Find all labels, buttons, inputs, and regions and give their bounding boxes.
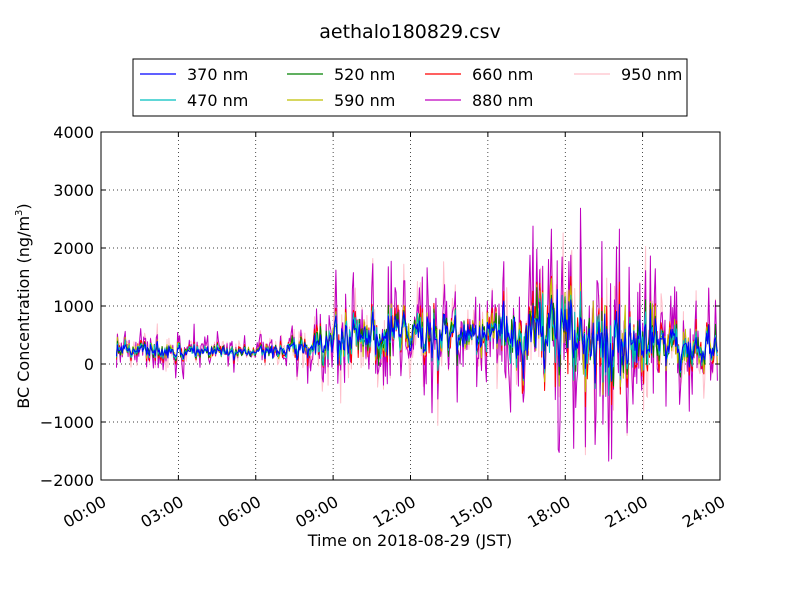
series-lines xyxy=(116,207,718,462)
chart-title: aethalo180829.csv xyxy=(319,21,501,43)
x-tick-label: 24:00 xyxy=(679,492,728,532)
x-tick-label: 21:00 xyxy=(602,492,651,532)
x-tick-label: 18:00 xyxy=(524,492,573,532)
legend-item: 880 nm xyxy=(425,91,533,110)
legend-box xyxy=(132,58,688,117)
x-tick-label: 03:00 xyxy=(137,492,186,532)
x-tick-label: 15:00 xyxy=(447,492,496,532)
x-tick-labels: 00:00 03:00 06:00 09:00 12:00 15:00 18:00 21:00… xyxy=(60,492,728,532)
legend-label: 370 nm xyxy=(187,65,248,84)
legend-item: 950 nm xyxy=(574,65,682,84)
y-tick-label: 0 xyxy=(84,355,94,374)
y-axis-label-end: ) xyxy=(14,203,33,209)
y-axis-label-main: BC Concentration (ng/m xyxy=(14,216,33,409)
y-axis-label: BC Concentration (ng/m3) xyxy=(14,203,33,408)
legend-item: 370 nm xyxy=(140,65,248,84)
legend-label: 520 nm xyxy=(334,65,395,84)
y-tick-label: 4000 xyxy=(53,123,94,142)
y-axis-label-superscript: 3 xyxy=(14,210,25,216)
x-tick-label: 06:00 xyxy=(215,492,264,532)
y-tick-label: 2000 xyxy=(53,239,94,258)
y-tick-label: −2000 xyxy=(40,471,94,490)
legend-item: 520 nm xyxy=(287,65,395,84)
legend-item: 470 nm xyxy=(140,91,248,110)
x-tick-label: 09:00 xyxy=(292,492,341,532)
x-tick-label: 00:00 xyxy=(60,492,109,532)
legend-items: 370 nm 470 nm 520 nm 590 nm 660 nm 880 nm 950 … xyxy=(140,65,682,110)
legend-item: 590 nm xyxy=(287,91,395,110)
x-axis-label: Time on 2018-08-29 (JST) xyxy=(307,531,512,550)
plot-area xyxy=(100,131,721,481)
legend: 370 nm 470 nm 520 nm 590 nm 660 nm 880 nm 950 … xyxy=(132,58,688,117)
legend-label: 590 nm xyxy=(334,91,395,110)
legend-item: 660 nm xyxy=(425,65,533,84)
y-tick-label: 1000 xyxy=(53,297,94,316)
x-tick-label: 12:00 xyxy=(369,492,418,532)
legend-label: 950 nm xyxy=(621,65,682,84)
y-tick-label: −1000 xyxy=(40,413,94,432)
legend-label: 660 nm xyxy=(472,65,533,84)
legend-label: 470 nm xyxy=(187,91,248,110)
y-tick-labels: −2000 −1000 0 1000 2000 3000 4000 xyxy=(40,123,94,490)
legend-label: 880 nm xyxy=(472,91,533,110)
axis-ticks xyxy=(100,131,721,481)
y-tick-label: 3000 xyxy=(53,181,94,200)
series-line-370-nm xyxy=(116,289,718,384)
